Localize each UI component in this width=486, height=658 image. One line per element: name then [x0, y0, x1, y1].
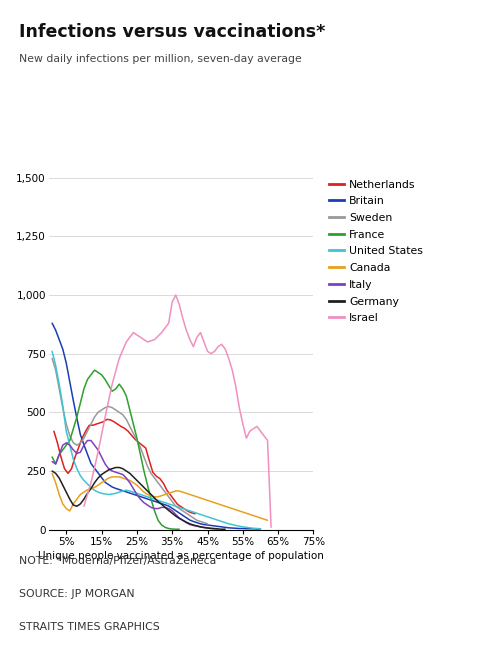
- Text: STRAITS TIMES GRAPHICS: STRAITS TIMES GRAPHICS: [19, 622, 160, 632]
- Text: New daily infections per million, seven-day average: New daily infections per million, seven-…: [19, 54, 302, 64]
- Text: SOURCE: JP MORGAN: SOURCE: JP MORGAN: [19, 589, 135, 599]
- Text: Infections versus vaccinations*: Infections versus vaccinations*: [19, 23, 326, 41]
- Legend: Netherlands, Britain, Sweden, France, United States, Canada, Italy, Germany, Isr: Netherlands, Britain, Sweden, France, Un…: [330, 180, 423, 323]
- Text: NOTE: *Moderna/Pfizer/AstraZeneca: NOTE: *Moderna/Pfizer/AstraZeneca: [19, 556, 217, 566]
- X-axis label: Unique people vaccinated as percentage of population: Unique people vaccinated as percentage o…: [38, 551, 324, 561]
